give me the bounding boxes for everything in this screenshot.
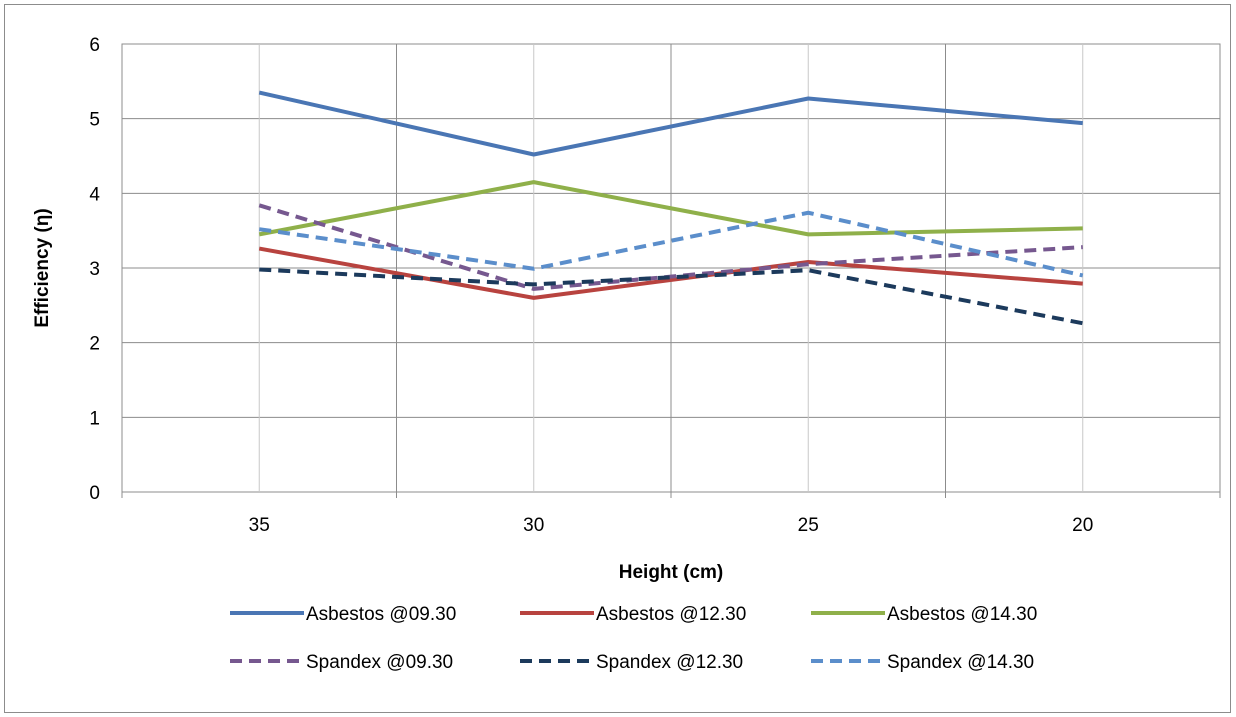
series-lines (258, 90, 1084, 326)
legend-label: Spandex @12.30 (596, 652, 743, 673)
y-tick-label: 0 (89, 483, 100, 504)
legend: Asbestos @09.30 Asbestos @12.30 Asbestos @… (230, 604, 1037, 673)
y-tick-label: 3 (89, 259, 100, 280)
y-tick-label: 1 (89, 408, 100, 429)
series-line-3 (258, 180, 1083, 237)
chart-frame (4, 4, 1231, 713)
grid (121, 43, 1221, 498)
legend-label: Spandex @14.30 (887, 652, 1034, 673)
x-tick-label: 30 (523, 515, 544, 536)
y-axis-title: Efficiency (η) (32, 208, 53, 327)
series-line-2 (258, 246, 1083, 300)
y-tick-label: 6 (89, 35, 100, 56)
y-tick-label: 4 (89, 184, 100, 205)
y-tick-label: 5 (89, 110, 100, 131)
series-line-6 (258, 210, 1084, 278)
series-line-5 (259, 267, 1084, 326)
x-axis-title: Height (cm) (619, 562, 724, 583)
legend-label: Spandex @09.30 (306, 652, 453, 673)
legend-label: Asbestos @12.30 (596, 604, 746, 625)
legend-label: Asbestos @14.30 (887, 604, 1037, 625)
tick-labels: 0 1 2 3 4 5 6 35 30 25 20 (89, 35, 1093, 536)
y-tick-label: 2 (89, 334, 100, 355)
x-tick-label: 35 (249, 515, 270, 536)
legend-label: Asbestos @09.30 (306, 604, 456, 625)
x-tick-label: 20 (1072, 515, 1093, 536)
x-tick-label: 25 (798, 515, 819, 536)
series-line-1 (258, 90, 1083, 157)
